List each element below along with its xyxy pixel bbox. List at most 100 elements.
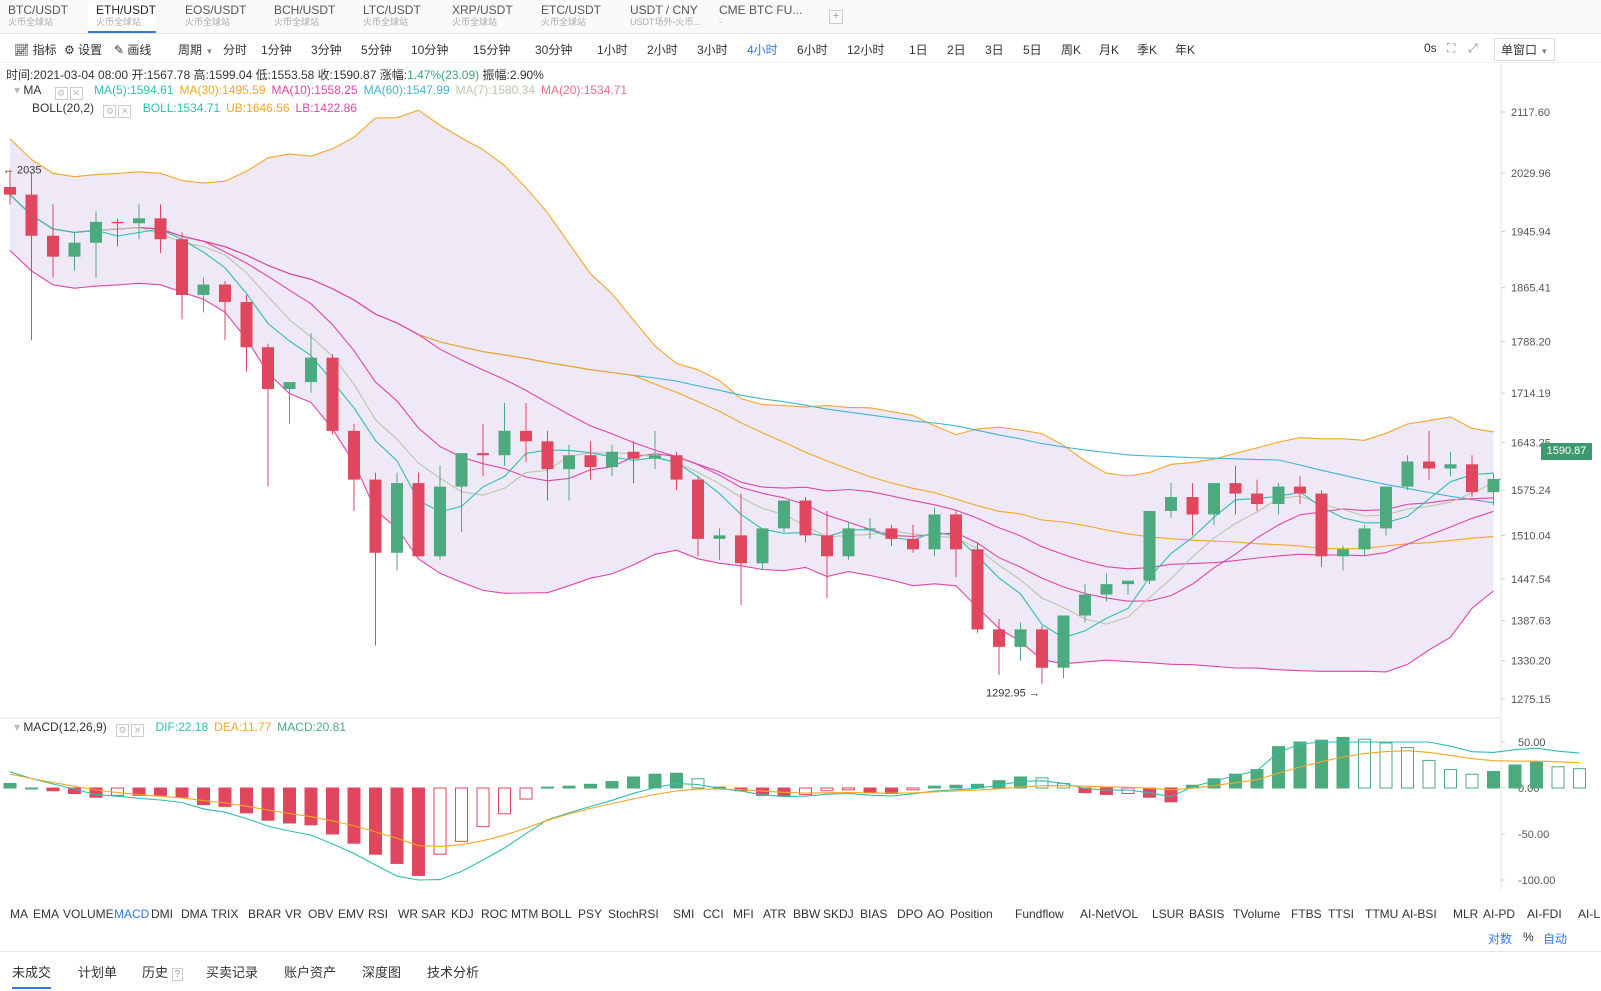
- tab-history[interactable]: 历史 ?: [142, 962, 184, 981]
- indicator-fundflow[interactable]: Fundflow: [1015, 907, 1064, 921]
- indicator-dma[interactable]: DMA: [181, 907, 208, 921]
- indicator-ai-li[interactable]: AI-LI: [1578, 907, 1601, 921]
- indicator-mlr[interactable]: MLR: [1453, 907, 1479, 921]
- scale-log-option[interactable]: 对数: [1488, 932, 1513, 946]
- interval-分时[interactable]: 分时: [223, 43, 248, 57]
- window-mode-select[interactable]: 单窗口 ▼: [1494, 38, 1556, 61]
- tab-eos-usdt[interactable]: EOS/USDT 火币全球站: [177, 3, 246, 31]
- indicator-ftbs[interactable]: FTBS: [1291, 907, 1322, 921]
- interval-5日[interactable]: 5日: [1023, 43, 1042, 57]
- indicator-macd[interactable]: MACD: [114, 907, 150, 921]
- legend-settings-icon[interactable]: ⚙: [103, 105, 117, 118]
- collapse-icon[interactable]: ▾: [14, 720, 21, 734]
- indicator-position[interactable]: Position: [950, 907, 993, 921]
- settings-button[interactable]: ⚙ 设置: [64, 41, 102, 58]
- indicator-basis[interactable]: BASIS: [1189, 907, 1225, 921]
- indicator-dmi[interactable]: DMI: [151, 907, 173, 921]
- indicator-sar[interactable]: SAR: [421, 907, 446, 921]
- collapse-icon[interactable]: ▾: [14, 83, 21, 97]
- interval-5分钟[interactable]: 5分钟: [361, 43, 392, 57]
- indicator-tvolume[interactable]: TVolume: [1233, 907, 1281, 921]
- indicator-rsi[interactable]: RSI: [368, 907, 389, 921]
- indicator-ao[interactable]: AO: [927, 907, 945, 921]
- indicator-bbw[interactable]: BBW: [793, 907, 821, 921]
- indicator-skdj[interactable]: SKDJ: [823, 907, 854, 921]
- tab-analysis[interactable]: 技术分析: [427, 965, 480, 980]
- indicator-atr[interactable]: ATR: [763, 907, 787, 921]
- tab-trades[interactable]: 买卖记录: [206, 965, 259, 980]
- interval-2日[interactable]: 2日: [947, 43, 966, 57]
- interval-月K[interactable]: 月K: [1099, 43, 1120, 57]
- interval-30分钟[interactable]: 30分钟: [535, 43, 573, 57]
- indicator-volume[interactable]: VOLUME: [63, 907, 114, 921]
- indicator-kdj[interactable]: KDJ: [451, 907, 474, 921]
- indicator-emv[interactable]: EMV: [338, 907, 365, 921]
- tab-btc-usdt[interactable]: BTC/USDT 火币全球站: [0, 3, 68, 31]
- tab-eth-usdt[interactable]: ETH/USDT 火币全球站: [88, 3, 156, 33]
- interval-4小时[interactable]: 4小时: [747, 43, 778, 57]
- expand-icon[interactable]: ⤢: [1468, 41, 1478, 55]
- indicator-mfi[interactable]: MFI: [733, 907, 754, 921]
- tab-ltc-usdt[interactable]: LTC/USDT 火币全球站: [355, 3, 421, 31]
- interval-2小时[interactable]: 2小时: [647, 43, 678, 57]
- add-tab-button[interactable]: +: [829, 10, 843, 24]
- indicator-obv[interactable]: OBV: [308, 907, 334, 921]
- indicator-mtm[interactable]: MTM: [511, 907, 539, 921]
- legend-close-icon[interactable]: ✕: [118, 105, 132, 118]
- indicator-ai-netvol[interactable]: AI-NetVOL: [1080, 907, 1139, 921]
- legend-settings-icon[interactable]: ⚙: [116, 724, 130, 737]
- tab-assets[interactable]: 账户资产: [284, 965, 337, 980]
- legend-close-icon[interactable]: ✕: [69, 87, 83, 100]
- indicator-ai-fdi[interactable]: AI-FDI: [1527, 907, 1562, 921]
- tab-depth[interactable]: 深度图: [362, 965, 402, 980]
- indicator-lsur[interactable]: LSUR: [1152, 907, 1185, 921]
- indicator-vr[interactable]: VR: [285, 907, 302, 921]
- period-dropdown[interactable]: 周期 ▼: [178, 41, 213, 58]
- interval-年K[interactable]: 年K: [1175, 43, 1196, 57]
- indicator-button[interactable]: 📈︎ 指标: [14, 41, 57, 58]
- indicator-psy[interactable]: PSY: [578, 907, 603, 921]
- price-chart[interactable]: 2117.60 2029.96 1945.94 1865.41 1788.20 1714.…: [0, 0, 1601, 890]
- scale-percent-option[interactable]: %: [1523, 930, 1534, 944]
- interval-3小时[interactable]: 3小时: [697, 43, 728, 57]
- indicator-smi[interactable]: SMI: [673, 907, 695, 921]
- fullscreen-icon[interactable]: ⛶: [1447, 41, 1456, 55]
- interval-6小时[interactable]: 6小时: [797, 43, 828, 57]
- interval-1分钟[interactable]: 1分钟: [261, 43, 292, 57]
- tab-cme-btc-fu-[interactable]: CME BTC FU... -: [711, 3, 802, 31]
- indicator-cci[interactable]: CCI: [703, 907, 724, 921]
- indicator-dpo[interactable]: DPO: [897, 907, 924, 921]
- interval-3日[interactable]: 3日: [985, 43, 1004, 57]
- interval-1小时[interactable]: 1小时: [597, 43, 628, 57]
- interval-12小时[interactable]: 12小时: [847, 43, 885, 57]
- indicator-roc[interactable]: ROC: [481, 907, 508, 921]
- tab-open-orders[interactable]: 未成交: [12, 962, 52, 989]
- indicator-ai-bsi[interactable]: AI-BSI: [1402, 907, 1437, 921]
- indicator-ttmu[interactable]: TTMU: [1365, 907, 1399, 921]
- tab-bch-usdt[interactable]: BCH/USDT 火币全球站: [266, 3, 335, 31]
- interval-10分钟[interactable]: 10分钟: [411, 43, 449, 57]
- indicator-trix[interactable]: TRIX: [211, 907, 239, 921]
- legend-settings-icon[interactable]: ⚙: [54, 87, 68, 100]
- scale-auto-option[interactable]: 自动: [1543, 932, 1568, 946]
- interval-1日[interactable]: 1日: [909, 43, 928, 57]
- indicator-brar[interactable]: BRAR: [248, 907, 282, 921]
- tab-plan-orders[interactable]: 计划单: [78, 965, 118, 980]
- tab-xrp-usdt[interactable]: XRP/USDT 火币全球站: [444, 3, 513, 31]
- draw-button[interactable]: ✎ 画线: [114, 41, 151, 58]
- indicator-ma[interactable]: MA: [10, 907, 28, 921]
- interval-15分钟[interactable]: 15分钟: [473, 43, 511, 57]
- legend-close-icon[interactable]: ✕: [131, 724, 145, 737]
- indicator-ttsi[interactable]: TTSI: [1328, 907, 1354, 921]
- tab-usdt-cny[interactable]: USDT / CNY USDT场外-火币...: [622, 3, 701, 31]
- interval-季K[interactable]: 季K: [1137, 43, 1158, 57]
- tab-etc-usdt[interactable]: ETC/USDT 火币全球站: [533, 3, 601, 31]
- interval-3分钟[interactable]: 3分钟: [311, 43, 342, 57]
- indicator-ema[interactable]: EMA: [33, 907, 60, 921]
- indicator-ai-pd[interactable]: AI-PD: [1483, 907, 1516, 921]
- indicator-bias[interactable]: BIAS: [860, 907, 888, 921]
- indicator-wr[interactable]: WR: [398, 907, 418, 921]
- indicator-stochrsi[interactable]: StochRSI: [608, 907, 659, 921]
- interval-周K[interactable]: 周K: [1061, 43, 1082, 57]
- indicator-boll[interactable]: BOLL: [541, 907, 572, 921]
